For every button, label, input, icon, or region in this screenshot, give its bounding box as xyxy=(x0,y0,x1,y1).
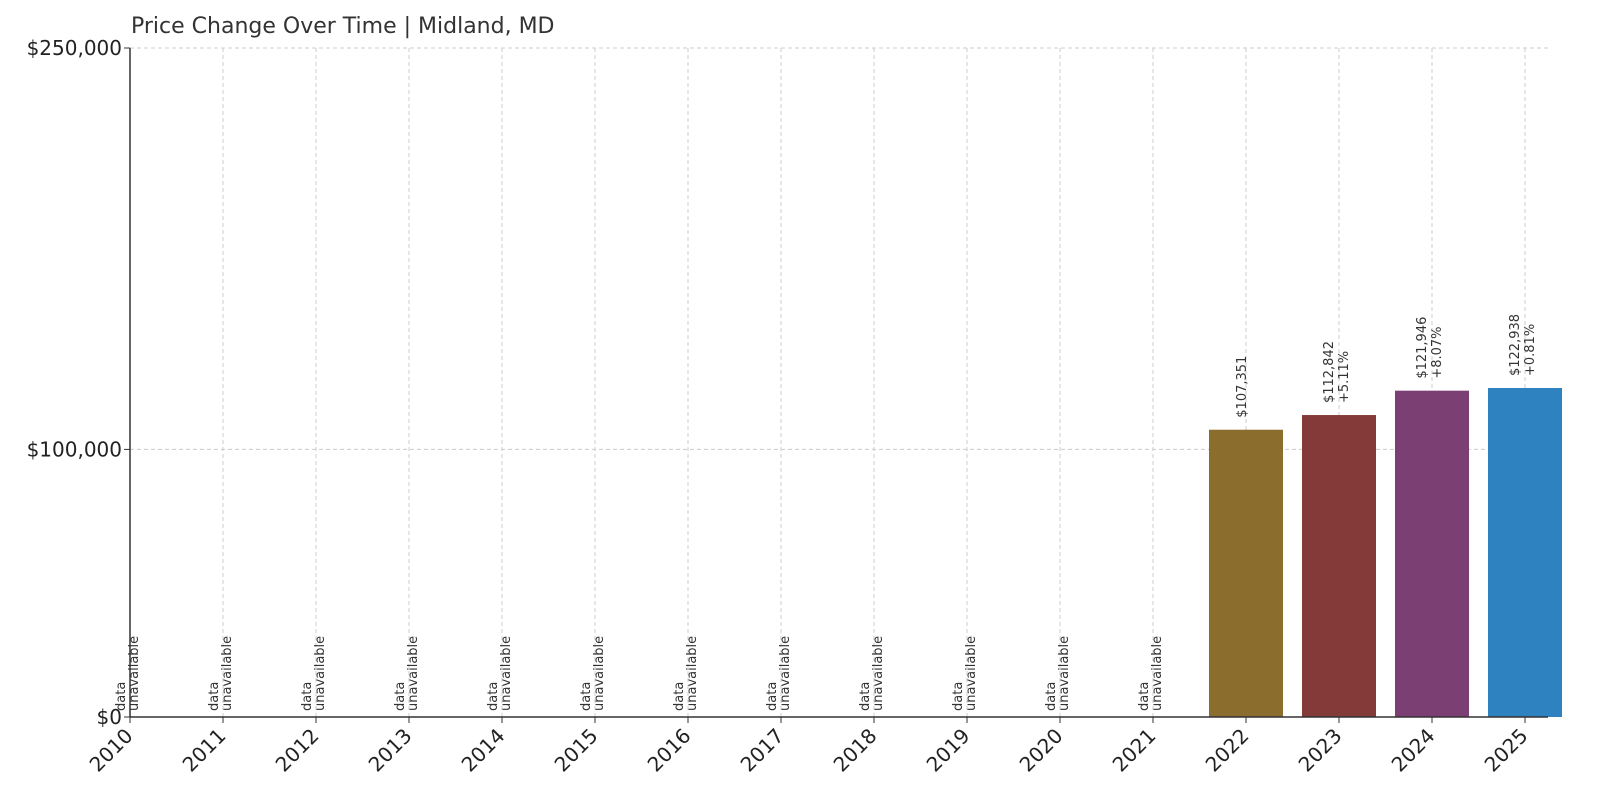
bar-value-label: $107,351 xyxy=(1235,356,1250,418)
x-tick-label: 2019 xyxy=(922,724,975,777)
data-unavailable-label: data xyxy=(951,682,966,711)
y-tick-label: $250,000 xyxy=(27,36,122,60)
x-tick-label: 2015 xyxy=(550,724,603,777)
data-unavailable-label: unavailable xyxy=(499,636,514,711)
bar-2023 xyxy=(1302,415,1376,717)
data-unavailable-label: data xyxy=(207,682,222,711)
x-tick-label: 2025 xyxy=(1480,724,1533,777)
data-unavailable-label: data xyxy=(579,682,594,711)
x-tick-label: 2012 xyxy=(271,724,324,777)
bar-change-label: +0.81% xyxy=(1523,324,1538,376)
data-unavailable-label: unavailable xyxy=(1150,636,1165,711)
x-tick-label: 2021 xyxy=(1108,724,1161,777)
y-tick-label: $100,000 xyxy=(27,437,122,461)
data-unavailable-label: data xyxy=(114,682,129,711)
bar-value-label: $122,938 xyxy=(1508,314,1523,376)
data-unavailable-label: data xyxy=(300,682,315,711)
x-tick-label: 2020 xyxy=(1015,724,1068,777)
x-tick-label: 2016 xyxy=(643,724,696,777)
x-tick-label: 2017 xyxy=(736,724,789,777)
x-tick-label: 2018 xyxy=(829,724,882,777)
bar-change-label: +5.11% xyxy=(1337,351,1352,403)
bar-value-label: $121,946 xyxy=(1415,317,1430,379)
data-unavailable-label: unavailable xyxy=(313,636,328,711)
data-unavailable-label: data xyxy=(672,682,687,711)
x-tick-label: 2010 xyxy=(85,724,138,777)
x-tick-label: 2022 xyxy=(1201,724,1254,777)
bar-2022 xyxy=(1209,429,1283,717)
x-tick-label: 2014 xyxy=(457,724,510,777)
data-unavailable-label: unavailable xyxy=(220,636,235,711)
bar-value-label: $112,842 xyxy=(1322,341,1337,403)
x-tick-label: 2023 xyxy=(1294,724,1347,777)
data-unavailable-label: data xyxy=(858,682,873,711)
x-tick-label: 2024 xyxy=(1387,724,1440,777)
data-unavailable-label: unavailable xyxy=(778,636,793,711)
y-tick-label: $0 xyxy=(97,705,122,729)
data-unavailable-label: unavailable xyxy=(964,636,979,711)
data-unavailable-label: data xyxy=(1044,682,1059,711)
data-unavailable-label: unavailable xyxy=(1057,636,1072,711)
x-tick-label: 2013 xyxy=(364,724,417,777)
data-unavailable-label: data xyxy=(486,682,501,711)
data-unavailable-label: unavailable xyxy=(406,636,421,711)
bar-2025 xyxy=(1488,388,1562,717)
x-tick-label: 2011 xyxy=(178,724,231,777)
data-unavailable-label: data xyxy=(765,682,780,711)
data-unavailable-label: unavailable xyxy=(592,636,607,711)
data-unavailable-label: data xyxy=(1137,682,1152,711)
data-unavailable-label: unavailable xyxy=(871,636,886,711)
data-unavailable-label: data xyxy=(393,682,408,711)
data-unavailable-label: unavailable xyxy=(685,636,700,711)
bar-2024 xyxy=(1395,390,1469,717)
bar-change-label: +8.07% xyxy=(1430,326,1445,378)
chart-title: Price Change Over Time | Midland, MD xyxy=(131,14,555,39)
